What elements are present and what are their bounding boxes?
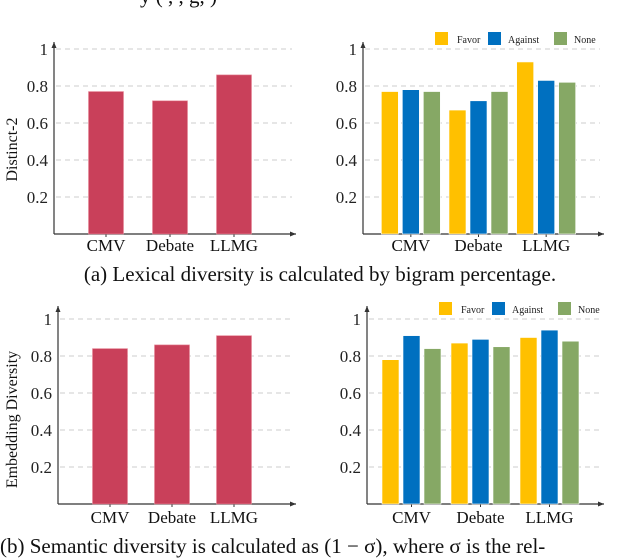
- x-tick-label: Debate: [456, 508, 504, 527]
- x-tick-label: Debate: [454, 236, 502, 255]
- bar-debate-none: [490, 91, 509, 235]
- y-tick-label: 1: [353, 310, 362, 329]
- chart-top-right: 0.2 0.4 0.6 0.8 1 CMV Debate LLMG Favor Against No…: [336, 32, 604, 255]
- y-tick-label: 0.4: [31, 421, 53, 440]
- y-tick-label: 0.8: [340, 347, 361, 366]
- legend-swatch-against: [488, 32, 501, 45]
- y-tick-label: 0.2: [31, 458, 52, 477]
- x-tick-label: LLMG: [210, 508, 258, 527]
- y-tick-label: 0.2: [27, 188, 48, 207]
- legend-swatch-against: [492, 302, 505, 315]
- cut-off-text-line: y ( , , g, ): [0, 0, 640, 8]
- legend-swatch-favor: [439, 302, 452, 315]
- bar-debate-against: [471, 339, 490, 505]
- y-tick-label: 1: [349, 40, 358, 59]
- chart-top-left: 0.2 0.4 0.6 0.8 1 Distinct-2 CMV Debate LLMG: [4, 40, 296, 255]
- bar-debate: [154, 344, 190, 505]
- bar-cmv-favor: [381, 91, 399, 235]
- bar-cmv-none: [423, 348, 442, 505]
- bar-cmv: [88, 91, 124, 235]
- x-tick-label: CMV: [392, 508, 431, 527]
- y-tick-label: 0.2: [340, 458, 361, 477]
- y-tick-label: 0.8: [31, 347, 52, 366]
- bar-debate-against: [469, 100, 488, 235]
- bar-debate: [152, 100, 188, 235]
- y-tick-label: 0.8: [336, 77, 357, 96]
- bar-llmg: [216, 74, 252, 235]
- bar-cmv-favor: [381, 359, 400, 505]
- chart-bottom-left: 0.2 0.4 0.6 0.8 1 Embedding Diversity CMV Debat…: [4, 306, 296, 527]
- y-axis-arrow: [51, 42, 57, 48]
- legend-label-none: None: [578, 305, 600, 316]
- legend-label-favor: Favor: [457, 35, 481, 46]
- y-tick-label: 0.4: [336, 151, 358, 170]
- legend-label-favor: Favor: [461, 305, 485, 316]
- legend-label-against: Against: [508, 35, 539, 46]
- y-axis-arrow: [360, 42, 366, 48]
- y-axis-label: Distinct-2: [4, 118, 21, 182]
- x-tick-label: Debate: [148, 508, 196, 527]
- bar-llmg: [216, 335, 252, 505]
- bar-debate-none: [492, 346, 511, 505]
- y-tick-label: 0.4: [340, 421, 362, 440]
- y-tick-label: 0.2: [336, 188, 357, 207]
- caption-a: (a) Lexical diversity is calculated by b…: [83, 262, 557, 286]
- x-tick-label: LLMG: [525, 508, 573, 527]
- bar-debate-favor: [450, 342, 469, 505]
- bar-debate-favor: [448, 109, 467, 235]
- x-tick-label: LLMG: [210, 236, 258, 255]
- y-axis-arrow: [364, 306, 370, 312]
- x-tick-label: CMV: [87, 236, 126, 255]
- y-tick-label: 0.6: [31, 384, 52, 403]
- legend-swatch-none: [554, 32, 567, 45]
- y-tick-label: 1: [40, 40, 49, 59]
- y-axis-arrow: [55, 306, 61, 312]
- bar-cmv-against: [402, 335, 421, 505]
- legend-swatch-none: [558, 302, 571, 315]
- legend-swatch-favor: [435, 32, 448, 45]
- x-axis-arrow: [598, 501, 604, 507]
- bar-cmv-none: [423, 91, 441, 235]
- x-axis-arrow: [290, 501, 296, 507]
- bar-cmv-against: [402, 89, 420, 235]
- x-axis-arrow: [290, 231, 296, 237]
- bar-llmg-favor: [516, 61, 534, 235]
- legend-label-against: Against: [512, 305, 543, 316]
- legend: Favor Against None: [439, 302, 600, 316]
- x-axis-arrow: [598, 231, 604, 237]
- y-tick-label: 0.6: [340, 384, 361, 403]
- caption-b: (b) Semantic diversity is calculated as …: [0, 534, 546, 558]
- y-tick-label: 0.8: [27, 77, 48, 96]
- bar-llmg-against: [540, 329, 559, 505]
- y-axis-label: Embedding Diversity: [4, 351, 21, 488]
- legend-label-none: None: [574, 35, 596, 46]
- bar-cmv: [92, 348, 128, 505]
- legend: Favor Against None: [435, 32, 596, 46]
- chart-bottom-right: 0.2 0.4 0.6 0.8 1 CMV Debate LLMG Favor Against No…: [340, 302, 604, 527]
- bar-llmg-against: [537, 80, 555, 235]
- bar-llmg-none: [558, 82, 576, 235]
- x-tick-label: Debate: [146, 236, 194, 255]
- x-tick-label: CMV: [91, 508, 130, 527]
- y-tick-label: 0.6: [27, 114, 48, 133]
- x-tick-label: CMV: [391, 236, 430, 255]
- x-tick-label: LLMG: [522, 236, 570, 255]
- y-tick-label: 1: [44, 310, 53, 329]
- bar-llmg-favor: [519, 337, 538, 505]
- y-tick-label: 0.4: [27, 151, 49, 170]
- bar-llmg-none: [561, 340, 580, 505]
- y-tick-label: 0.6: [336, 114, 357, 133]
